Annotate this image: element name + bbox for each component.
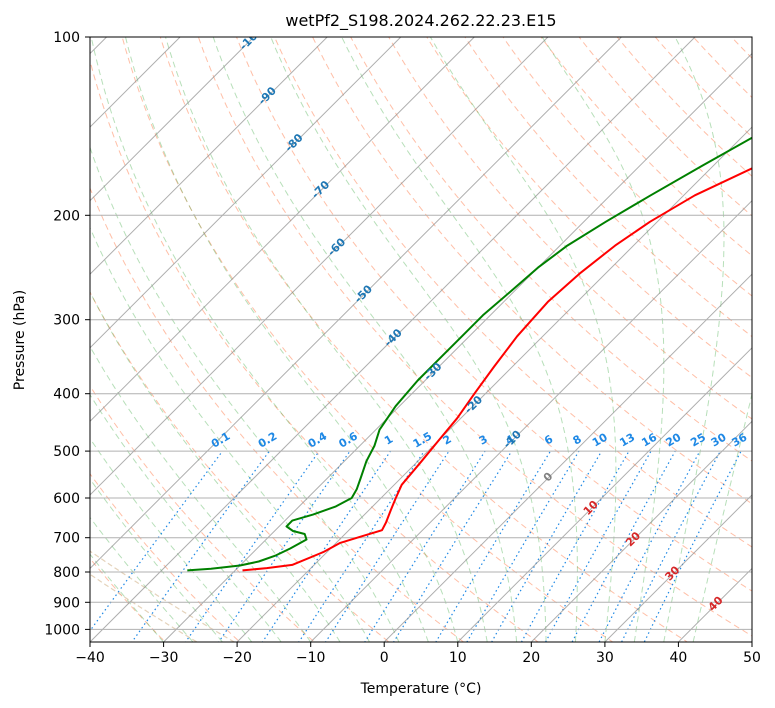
isotherm	[90, 37, 255, 202]
x-tick-label: −40	[75, 650, 105, 666]
profiles	[187, 136, 752, 572]
y-tick-label: 100	[53, 30, 80, 46]
curve	[90, 550, 236, 642]
x-tick-label: 10	[449, 650, 467, 666]
dry-adiabat	[90, 186, 465, 642]
isotherm	[310, 199, 752, 642]
isotherm	[383, 273, 752, 642]
dry-adiabat	[90, 384, 316, 642]
chart-title: wetPf2_S198.2024.262.22.23.E15	[285, 11, 556, 31]
moist-adiabat	[429, 37, 617, 642]
moist-adiabat	[90, 37, 429, 642]
y-tick-label: 300	[53, 313, 80, 329]
grid-lines	[90, 37, 752, 642]
dry-adiabat	[90, 472, 241, 642]
isotherm	[90, 37, 328, 275]
isotherm	[90, 37, 402, 349]
dry-adiabat	[273, 37, 752, 548]
x-tick-label: 0	[380, 650, 389, 666]
dry-adiabat	[197, 37, 752, 637]
isotherm	[530, 420, 752, 642]
dry-adiabat	[464, 37, 752, 338]
isotherm	[604, 494, 752, 642]
isotherm	[90, 37, 475, 423]
y-axis: 100 200 300 400 500 600 700 800 900 1000	[44, 30, 90, 638]
y-axis-label: Pressure (hPa)	[12, 290, 28, 390]
x-tick-label: −30	[149, 650, 179, 666]
moist-adiabat	[90, 553, 164, 642]
moist-adiabat	[90, 290, 341, 642]
x-tick-label: −20	[222, 650, 252, 666]
temperature-profile	[242, 167, 752, 572]
moist-adiabat	[90, 393, 282, 642]
y-tick-label: 600	[53, 491, 80, 507]
moist-adiabat	[90, 478, 223, 642]
y-tick-label: 400	[53, 387, 80, 403]
moist-adiabat	[90, 516, 194, 642]
y-tick-label: 1000	[44, 622, 80, 638]
dry-adiabat	[159, 37, 689, 642]
plot-frame	[89, 36, 753, 643]
isotherm	[90, 37, 549, 496]
dry-adiabat	[312, 37, 752, 505]
moist-adiabat	[541, 37, 665, 642]
x-axis: −40 −30 −20 −10 0 10 20 30 40 50	[75, 642, 761, 666]
y-tick-label: 800	[53, 565, 80, 581]
moist-adiabat	[125, 37, 459, 642]
dry-adiabat	[121, 37, 614, 642]
dry-adiabat	[235, 37, 752, 592]
y-tick-label: 500	[53, 444, 80, 460]
curve	[90, 573, 199, 642]
moist-adiabat	[692, 391, 752, 642]
y-tick-label: 900	[53, 595, 80, 611]
moist-adiabat	[165, 37, 488, 642]
dry-adiabat	[426, 37, 752, 379]
moist-adiabat	[663, 37, 725, 642]
isotherm	[90, 37, 696, 642]
moist-adiabat	[212, 37, 518, 642]
dry-adiabat	[90, 58, 540, 642]
dewpoint-profile	[187, 136, 752, 572]
x-tick-label: −10	[296, 650, 326, 666]
moist-adiabat	[90, 437, 253, 642]
dry-adiabat	[388, 37, 752, 420]
x-tick-label: 20	[522, 650, 540, 666]
isotherm	[236, 126, 752, 642]
moist-adiabat	[270, 37, 547, 642]
x-tick-label: 50	[743, 650, 761, 666]
x-axis-label: Temperature (°C)	[360, 681, 482, 697]
isotherm	[90, 37, 622, 570]
isotherm	[457, 347, 752, 642]
dry-adiabat	[90, 291, 390, 642]
x-tick-label: 40	[669, 650, 687, 666]
y-tick-label: 200	[53, 208, 80, 224]
x-tick-label: 30	[596, 650, 614, 666]
y-tick-label: 700	[53, 531, 80, 547]
dry-adiabat	[350, 37, 752, 462]
moist-adiabat	[90, 226, 370, 642]
isotherm	[163, 52, 752, 642]
moist-adiabat	[341, 37, 578, 642]
